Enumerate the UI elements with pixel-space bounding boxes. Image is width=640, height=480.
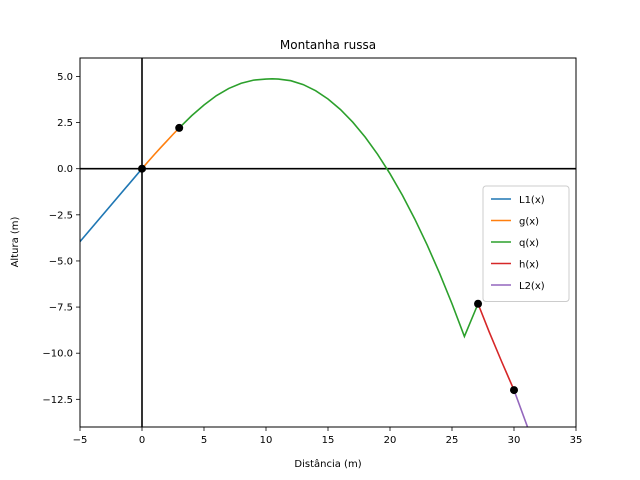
data-point xyxy=(138,164,146,173)
legend: L1(x) g(x) q(x) h(x) L2(x) xyxy=(482,185,570,302)
legend-label: L1(x) xyxy=(519,195,545,206)
chart-title: Montanha russa xyxy=(280,38,376,52)
y-tick-label: −2.5 xyxy=(49,210,73,221)
x-axis: −5 0 5 10 15 20 25 30 35 xyxy=(73,427,583,446)
x-tick-label: 25 xyxy=(446,435,459,446)
y-tick-label: 5.0 xyxy=(57,72,73,83)
legend-label: q(x) xyxy=(519,238,539,249)
series-line-gx xyxy=(141,127,180,170)
y-tick-label: 0.0 xyxy=(57,164,73,175)
data-point xyxy=(510,386,518,395)
x-tick-label: −5 xyxy=(73,435,88,446)
series-line-l2x xyxy=(513,389,529,427)
x-tick-label: 15 xyxy=(322,435,335,446)
data-point xyxy=(474,299,483,308)
y-axis-label: Altura (m) xyxy=(10,216,21,267)
y-axis: 5.0 2.5 0.0 −2.5 −5.0 −7.5 −10.0 −12.5 xyxy=(42,72,80,406)
x-tick-label: 5 xyxy=(201,435,207,446)
series-line-qx xyxy=(178,78,479,339)
series-line-hx xyxy=(477,303,515,391)
plot-area xyxy=(80,58,576,427)
x-tick-label: 0 xyxy=(139,435,145,446)
legend-label: L2(x) xyxy=(519,281,545,292)
x-tick-label: 20 xyxy=(384,435,397,446)
legend-label: g(x) xyxy=(519,217,539,228)
y-tick-label: −10.0 xyxy=(42,349,73,360)
x-tick-label: 10 xyxy=(260,435,273,446)
x-tick-label: 35 xyxy=(570,435,583,446)
x-tick-label: 30 xyxy=(508,435,521,446)
y-tick-label: −7.5 xyxy=(49,303,73,314)
y-tick-label: 2.5 xyxy=(57,118,73,129)
data-point xyxy=(175,123,184,132)
y-tick-label: −5.0 xyxy=(49,256,73,267)
x-axis-label: Distância (m) xyxy=(294,458,361,470)
series-line-l1x xyxy=(80,168,143,243)
legend-label: h(x) xyxy=(519,260,539,271)
y-tick-label: −12.5 xyxy=(42,395,73,406)
legend-box xyxy=(482,185,570,302)
